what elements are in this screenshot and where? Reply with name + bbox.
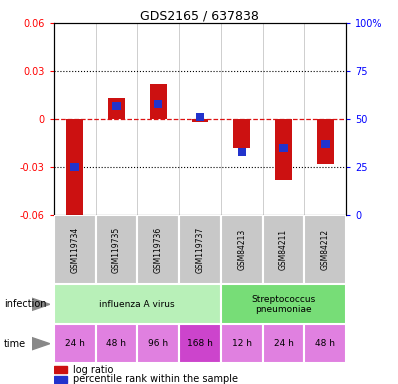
Text: GSM119736: GSM119736 [154,227,163,273]
Bar [54,366,67,373]
Text: influenza A virus: influenza A virus [100,300,175,309]
Bar [275,119,292,180]
Bar [221,215,263,284]
Bar [279,144,288,152]
Text: 96 h: 96 h [148,339,168,348]
Bar [54,215,96,284]
Bar [179,215,221,284]
Bar [54,376,67,383]
Text: GSM84212: GSM84212 [321,229,330,270]
Text: 168 h: 168 h [187,339,213,348]
Text: Streptococcus
pneumoniae: Streptococcus pneumoniae [252,295,316,314]
Text: log ratio: log ratio [73,365,113,375]
Text: 24 h: 24 h [65,339,84,348]
Text: 12 h: 12 h [232,339,252,348]
Bar [304,215,346,284]
Bar [66,119,83,220]
Bar [137,215,179,284]
Bar [263,324,304,363]
Bar [191,119,208,122]
Bar [150,84,166,119]
Bar [263,215,304,284]
Bar [54,324,96,363]
Bar [112,102,121,109]
Polygon shape [32,338,50,350]
Polygon shape [32,298,50,310]
Text: GSM84213: GSM84213 [237,229,246,270]
Bar [233,119,250,148]
Bar [304,324,346,363]
Text: 24 h: 24 h [274,339,293,348]
Text: 48 h: 48 h [106,339,127,348]
Bar [317,119,334,164]
Bar [221,284,346,324]
Bar [196,113,204,121]
Bar [96,324,137,363]
Text: GSM119734: GSM119734 [70,227,79,273]
Bar [137,324,179,363]
Bar [54,284,221,324]
Text: 48 h: 48 h [315,339,336,348]
Text: GSM119737: GSM119737 [195,227,205,273]
Bar [96,215,137,284]
Bar [70,163,79,171]
Bar [108,98,125,119]
Text: time: time [4,339,26,349]
Text: GDS2165 / 637838: GDS2165 / 637838 [140,10,258,23]
Text: GSM119735: GSM119735 [112,227,121,273]
Bar [321,140,330,148]
Bar [238,148,246,156]
Bar [154,100,162,108]
Bar [221,324,263,363]
Text: infection: infection [4,299,47,310]
Text: GSM84211: GSM84211 [279,229,288,270]
Bar [179,324,221,363]
Text: percentile rank within the sample: percentile rank within the sample [73,374,238,384]
